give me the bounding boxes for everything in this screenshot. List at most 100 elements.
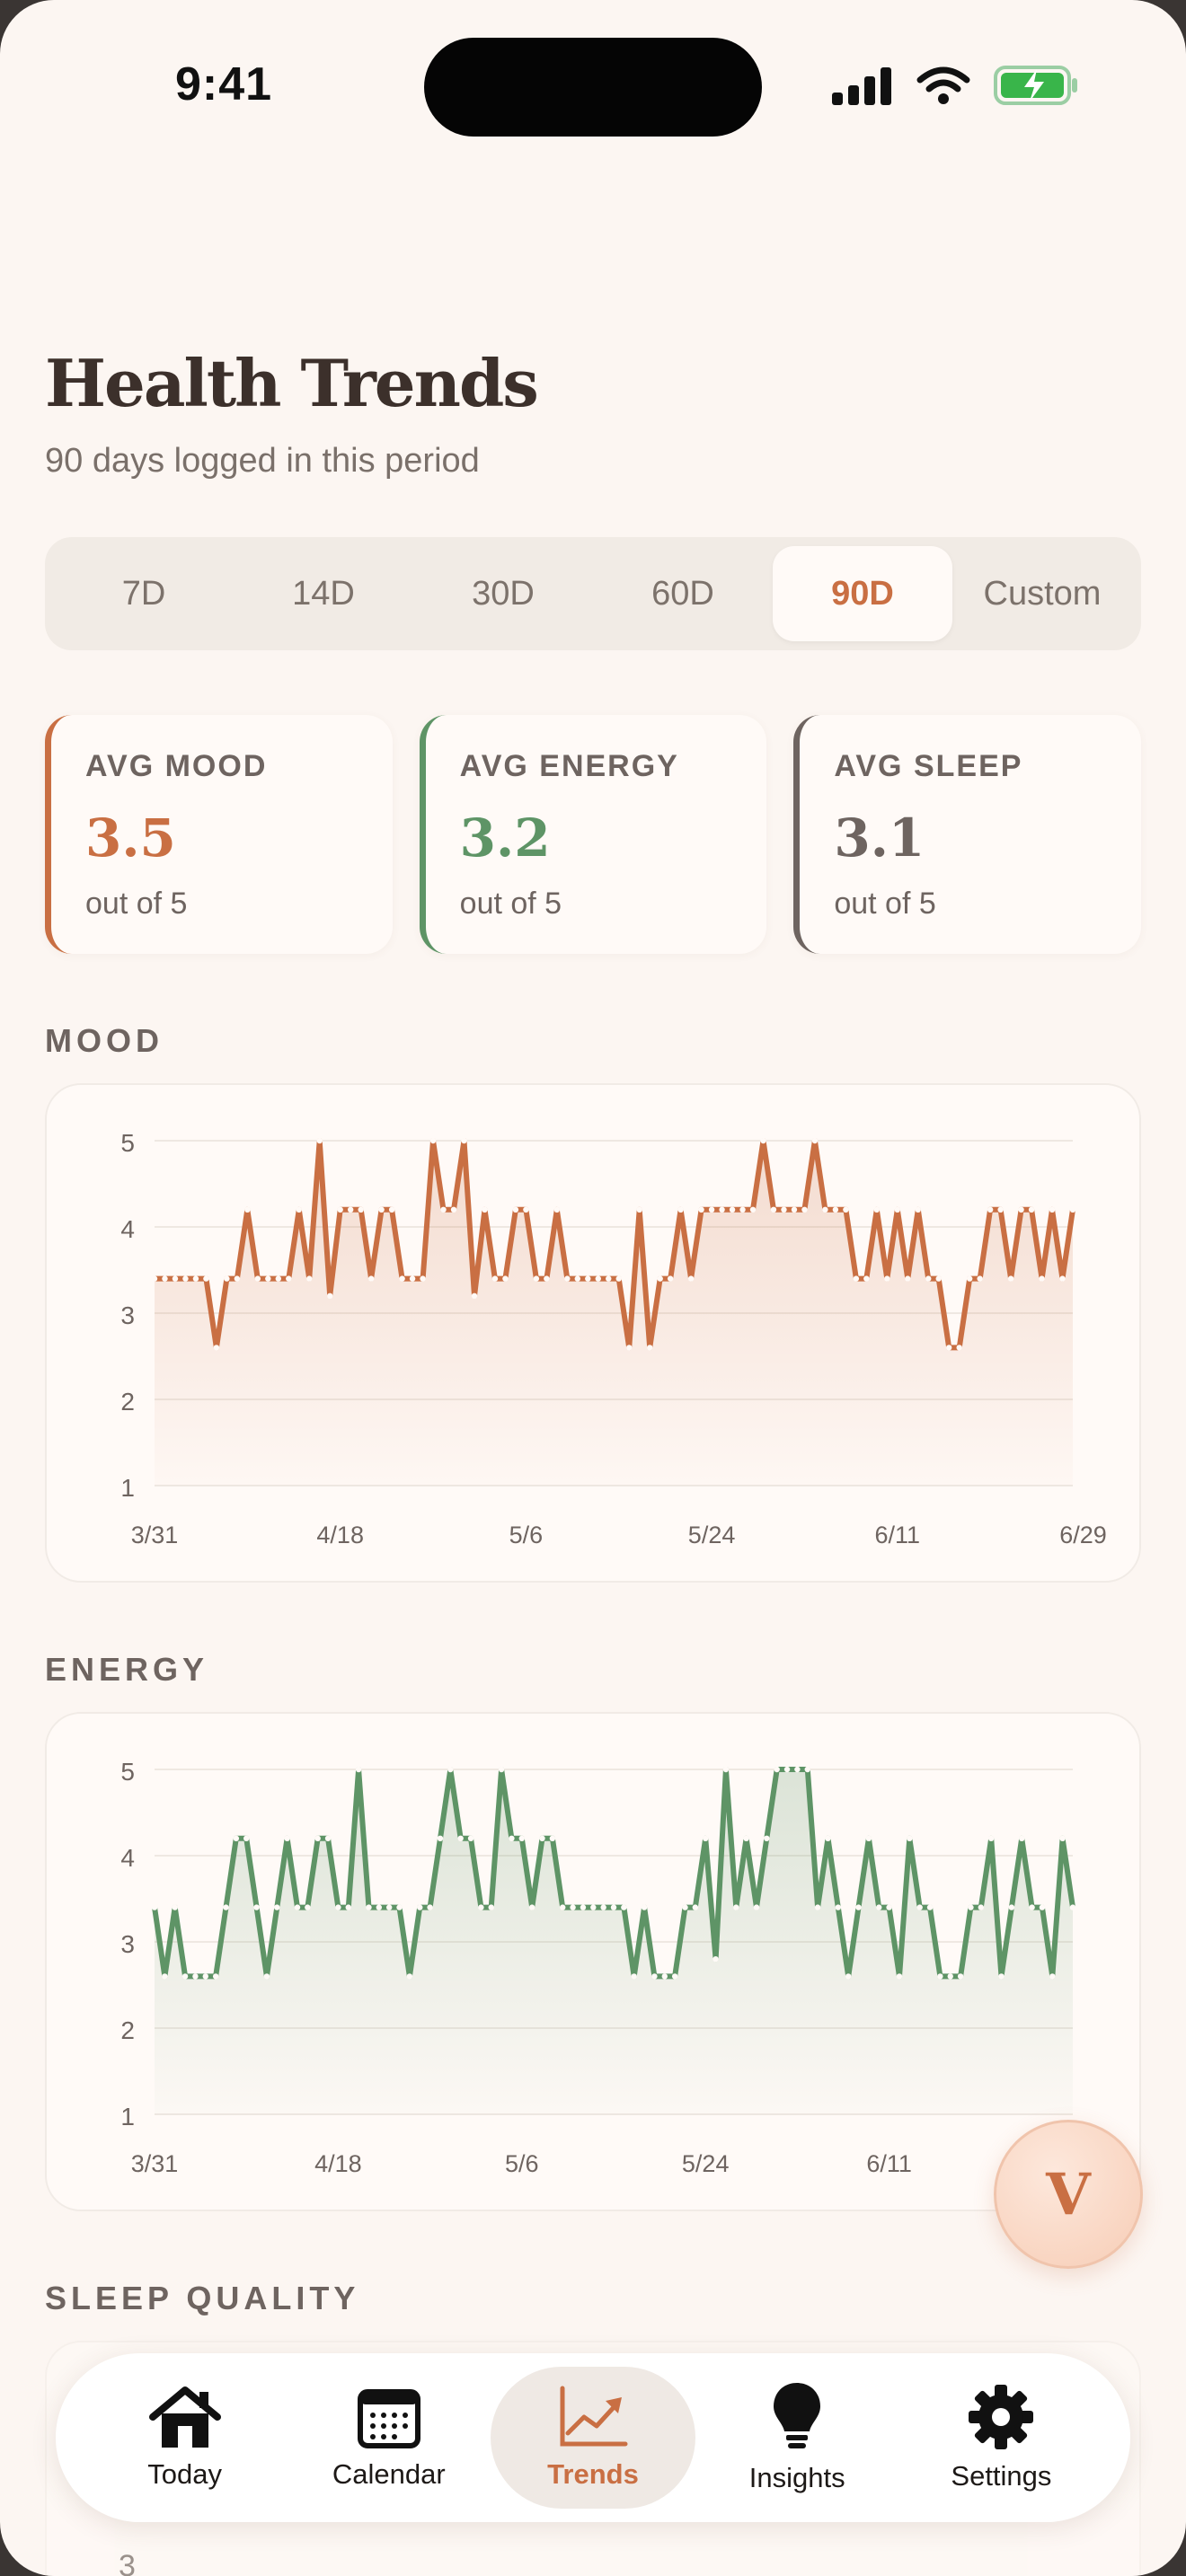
range-7d[interactable]: 7D	[121, 574, 166, 613]
data-point	[447, 1766, 454, 1773]
x-tick-label: 5/24	[688, 1522, 736, 1548]
data-point	[865, 1835, 872, 1841]
data-point	[162, 1973, 168, 1980]
data-point	[181, 1973, 189, 1980]
data-point	[388, 1206, 395, 1213]
data-point	[884, 1275, 890, 1282]
tab-today[interactable]: Today	[83, 2367, 287, 2509]
home-icon	[148, 2386, 221, 2448]
data-point	[1018, 1206, 1024, 1213]
range-90d[interactable]: 90D	[773, 546, 952, 641]
data-point	[306, 1275, 313, 1282]
y-tick-label: 2	[120, 2016, 135, 2044]
x-tick-label: 4/18	[314, 2150, 362, 2177]
data-point	[549, 1835, 556, 1841]
data-point	[574, 1275, 581, 1282]
data-point	[698, 1206, 704, 1213]
lightbulb-icon	[774, 2383, 821, 2448]
data-point	[316, 1137, 323, 1144]
data-point	[203, 1275, 209, 1282]
range-30d[interactable]: 30D	[472, 574, 535, 613]
status-icons	[832, 65, 1080, 106]
data-point	[337, 1206, 343, 1213]
data-point	[733, 1904, 739, 1910]
data-point	[801, 1206, 808, 1213]
tab-insights[interactable]: Insights	[695, 2367, 899, 2509]
data-point	[512, 1206, 519, 1213]
data-point	[843, 1206, 849, 1213]
data-point	[915, 1206, 921, 1213]
data-point	[590, 1904, 597, 1910]
data-point	[182, 1275, 189, 1282]
data-point	[968, 1904, 974, 1910]
data-point	[722, 1766, 730, 1773]
data-point	[580, 1904, 587, 1910]
data-point	[533, 1275, 540, 1282]
data-point	[457, 1835, 464, 1841]
data-point	[822, 1206, 828, 1213]
data-point	[671, 1973, 678, 1980]
data-point	[926, 1904, 934, 1910]
data-point	[223, 1904, 229, 1910]
data-point	[406, 1973, 413, 1980]
data-point	[399, 1275, 405, 1282]
data-point	[151, 1275, 158, 1282]
data-point	[1049, 1206, 1056, 1213]
trends-icon	[560, 2386, 628, 2447]
page-title: Health Trends	[45, 345, 539, 421]
data-point	[151, 1904, 158, 1910]
data-point	[366, 1904, 372, 1910]
data-point	[482, 1206, 488, 1213]
data-point	[265, 1275, 271, 1282]
data-point	[570, 1904, 576, 1910]
range-14d[interactable]: 14D	[292, 574, 355, 613]
page-subtitle: 90 days logged in this period	[45, 442, 480, 480]
range-60d[interactable]: 60D	[651, 574, 714, 613]
data-point	[997, 1206, 1004, 1213]
y-tick-label: 3	[120, 1301, 135, 1329]
data-point	[409, 1275, 416, 1282]
data-point	[553, 1206, 561, 1213]
y-tick-label: 2	[120, 1388, 135, 1416]
calendar-icon	[357, 2389, 420, 2448]
wifi-icon	[916, 66, 970, 104]
data-point	[284, 1835, 290, 1841]
x-tick-label: 5/24	[682, 2150, 730, 2177]
tab-settings[interactable]: Settings	[899, 2367, 1103, 2509]
voice-fab-button[interactable]: V	[994, 2120, 1143, 2269]
data-point	[396, 1904, 403, 1910]
data-point	[987, 1206, 994, 1213]
data-point	[825, 1835, 831, 1841]
stat-card-sleep: AVG SLEEP 3.1 out of 5	[793, 715, 1142, 954]
data-point	[1008, 1904, 1015, 1910]
x-tick-label: 6/29	[1059, 1522, 1107, 1548]
data-point	[600, 1904, 606, 1910]
section-title-mood: MOOD	[45, 1022, 164, 1059]
data-point	[636, 1206, 642, 1213]
data-point	[753, 1904, 760, 1910]
data-point	[498, 1766, 505, 1773]
battery-charging-icon	[994, 66, 1077, 105]
data-point	[886, 1904, 892, 1910]
data-point	[682, 1904, 688, 1910]
stat-cards: AVG MOOD 3.5 out of 5 AVG ENERGY 3.2 out…	[45, 715, 1142, 954]
stat-value: 3.1	[834, 807, 925, 869]
section-title-sleep: SLEEP QUALITY	[45, 2280, 360, 2316]
tab-calendar[interactable]: Calendar	[287, 2367, 491, 2509]
data-point	[631, 1973, 637, 1980]
data-point	[192, 1973, 199, 1980]
data-point	[440, 1206, 447, 1213]
data-point	[471, 1292, 478, 1299]
data-point	[657, 1275, 663, 1282]
data-point	[324, 1835, 332, 1841]
data-point	[192, 1275, 199, 1282]
data-point	[661, 1973, 668, 1980]
tab-bar: Today Calendar Trends	[56, 2353, 1130, 2522]
data-point	[749, 1206, 757, 1213]
data-point	[347, 1206, 354, 1213]
tab-trends[interactable]: Trends	[491, 2367, 695, 2509]
range-custom[interactable]: Custom	[983, 574, 1102, 613]
data-point	[677, 1206, 684, 1213]
data-point	[275, 1275, 281, 1282]
data-point	[845, 1973, 852, 1980]
